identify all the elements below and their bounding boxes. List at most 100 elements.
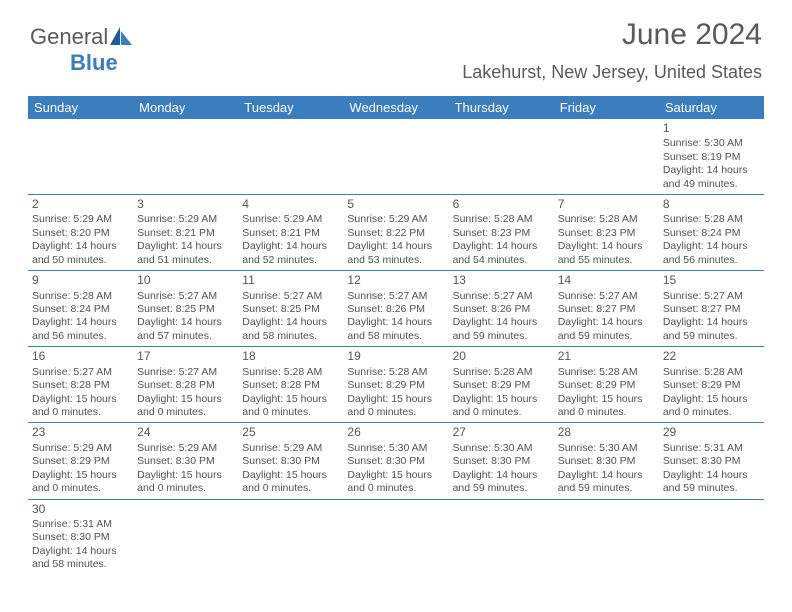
sunrise-text: Sunrise: 5:29 AM xyxy=(137,442,234,455)
sunset-text: Sunset: 8:30 PM xyxy=(242,455,339,468)
day-number: 12 xyxy=(347,273,444,288)
daylight-text: Daylight: 14 hours and 58 minutes. xyxy=(32,545,129,572)
calendar-cell: 13Sunrise: 5:27 AMSunset: 8:26 PMDayligh… xyxy=(449,271,554,347)
calendar-cell: 27Sunrise: 5:30 AMSunset: 8:30 PMDayligh… xyxy=(449,423,554,499)
daylight-text: Daylight: 14 hours and 58 minutes. xyxy=(347,316,444,343)
day-number: 6 xyxy=(453,197,550,212)
daylight-text: Daylight: 14 hours and 59 minutes. xyxy=(453,469,550,496)
day-number: 9 xyxy=(32,273,129,288)
calendar-cell: 18Sunrise: 5:28 AMSunset: 8:28 PMDayligh… xyxy=(238,347,343,423)
calendar-cell: 8Sunrise: 5:28 AMSunset: 8:24 PMDaylight… xyxy=(659,195,764,271)
day-number: 4 xyxy=(242,197,339,212)
sunrise-text: Sunrise: 5:28 AM xyxy=(347,366,444,379)
daylight-text: Daylight: 14 hours and 56 minutes. xyxy=(32,316,129,343)
sunset-text: Sunset: 8:30 PM xyxy=(32,531,129,544)
day-number: 22 xyxy=(663,349,760,364)
day-number: 21 xyxy=(558,349,655,364)
sunset-text: Sunset: 8:20 PM xyxy=(32,227,129,240)
sunrise-text: Sunrise: 5:29 AM xyxy=(242,442,339,455)
day-number: 28 xyxy=(558,425,655,440)
sunrise-text: Sunrise: 5:29 AM xyxy=(242,213,339,226)
sunrise-text: Sunrise: 5:29 AM xyxy=(137,213,234,226)
sunrise-text: Sunrise: 5:27 AM xyxy=(663,290,760,303)
daylight-text: Daylight: 14 hours and 59 minutes. xyxy=(453,316,550,343)
day-number: 25 xyxy=(242,425,339,440)
sunrise-text: Sunrise: 5:28 AM xyxy=(558,213,655,226)
daylight-text: Daylight: 14 hours and 53 minutes. xyxy=(347,240,444,267)
calendar-cell: 2Sunrise: 5:29 AMSunset: 8:20 PMDaylight… xyxy=(28,195,133,271)
header: General Blue June 2024 Lakehurst, New Je… xyxy=(0,0,792,96)
daylight-text: Daylight: 14 hours and 59 minutes. xyxy=(558,469,655,496)
weekday-header: Saturday xyxy=(659,96,764,119)
sunrise-text: Sunrise: 5:28 AM xyxy=(32,290,129,303)
calendar-cell: 20Sunrise: 5:28 AMSunset: 8:29 PMDayligh… xyxy=(449,347,554,423)
daylight-text: Daylight: 14 hours and 59 minutes. xyxy=(663,469,760,496)
day-number: 10 xyxy=(137,273,234,288)
calendar-cell: 24Sunrise: 5:29 AMSunset: 8:30 PMDayligh… xyxy=(133,423,238,499)
calendar-cell xyxy=(238,499,343,575)
daylight-text: Daylight: 15 hours and 0 minutes. xyxy=(32,393,129,420)
logo-text2: Blue xyxy=(70,50,118,75)
calendar-cell: 16Sunrise: 5:27 AMSunset: 8:28 PMDayligh… xyxy=(28,347,133,423)
day-number: 2 xyxy=(32,197,129,212)
calendar-cell xyxy=(449,119,554,195)
day-number: 30 xyxy=(32,502,129,517)
calendar-cell: 7Sunrise: 5:28 AMSunset: 8:23 PMDaylight… xyxy=(554,195,659,271)
calendar-body: 1Sunrise: 5:30 AMSunset: 8:19 PMDaylight… xyxy=(28,119,764,575)
calendar-cell: 11Sunrise: 5:27 AMSunset: 8:25 PMDayligh… xyxy=(238,271,343,347)
calendar-cell: 6Sunrise: 5:28 AMSunset: 8:23 PMDaylight… xyxy=(449,195,554,271)
daylight-text: Daylight: 14 hours and 54 minutes. xyxy=(453,240,550,267)
sunrise-text: Sunrise: 5:28 AM xyxy=(453,213,550,226)
daylight-text: Daylight: 15 hours and 0 minutes. xyxy=(137,469,234,496)
day-number: 5 xyxy=(347,197,444,212)
sunset-text: Sunset: 8:29 PM xyxy=(453,379,550,392)
weekday-header: Sunday xyxy=(28,96,133,119)
daylight-text: Daylight: 15 hours and 0 minutes. xyxy=(137,393,234,420)
daylight-text: Daylight: 14 hours and 49 minutes. xyxy=(663,164,760,191)
weekday-header: Tuesday xyxy=(238,96,343,119)
calendar-head: SundayMondayTuesdayWednesdayThursdayFrid… xyxy=(28,96,764,119)
sunrise-text: Sunrise: 5:29 AM xyxy=(347,213,444,226)
sunrise-text: Sunrise: 5:29 AM xyxy=(32,213,129,226)
day-number: 23 xyxy=(32,425,129,440)
day-number: 7 xyxy=(558,197,655,212)
daylight-text: Daylight: 15 hours and 0 minutes. xyxy=(242,393,339,420)
sunrise-text: Sunrise: 5:28 AM xyxy=(453,366,550,379)
sunset-text: Sunset: 8:22 PM xyxy=(347,227,444,240)
day-number: 26 xyxy=(347,425,444,440)
calendar-cell: 9Sunrise: 5:28 AMSunset: 8:24 PMDaylight… xyxy=(28,271,133,347)
sunrise-text: Sunrise: 5:27 AM xyxy=(558,290,655,303)
calendar-cell: 19Sunrise: 5:28 AMSunset: 8:29 PMDayligh… xyxy=(343,347,448,423)
page-title: June 2024 xyxy=(622,18,762,52)
calendar-cell xyxy=(343,119,448,195)
sunrise-text: Sunrise: 5:27 AM xyxy=(453,290,550,303)
calendar-cell xyxy=(343,499,448,575)
sunset-text: Sunset: 8:28 PM xyxy=(137,379,234,392)
daylight-text: Daylight: 14 hours and 52 minutes. xyxy=(242,240,339,267)
calendar-cell xyxy=(659,499,764,575)
daylight-text: Daylight: 14 hours and 57 minutes. xyxy=(137,316,234,343)
sunset-text: Sunset: 8:23 PM xyxy=(453,227,550,240)
sunset-text: Sunset: 8:30 PM xyxy=(347,455,444,468)
calendar-cell xyxy=(28,119,133,195)
calendar-cell: 30Sunrise: 5:31 AMSunset: 8:30 PMDayligh… xyxy=(28,499,133,575)
sunrise-text: Sunrise: 5:27 AM xyxy=(137,290,234,303)
sunset-text: Sunset: 8:24 PM xyxy=(663,227,760,240)
sunset-text: Sunset: 8:30 PM xyxy=(453,455,550,468)
sunrise-text: Sunrise: 5:31 AM xyxy=(663,442,760,455)
daylight-text: Daylight: 14 hours and 59 minutes. xyxy=(558,316,655,343)
weekday-header: Wednesday xyxy=(343,96,448,119)
day-number: 1 xyxy=(663,121,760,136)
sunset-text: Sunset: 8:30 PM xyxy=(137,455,234,468)
calendar-cell: 14Sunrise: 5:27 AMSunset: 8:27 PMDayligh… xyxy=(554,271,659,347)
day-number: 20 xyxy=(453,349,550,364)
sunset-text: Sunset: 8:25 PM xyxy=(242,303,339,316)
sunrise-text: Sunrise: 5:28 AM xyxy=(558,366,655,379)
sunset-text: Sunset: 8:21 PM xyxy=(242,227,339,240)
daylight-text: Daylight: 15 hours and 0 minutes. xyxy=(32,469,129,496)
sunrise-text: Sunrise: 5:30 AM xyxy=(558,442,655,455)
sunset-text: Sunset: 8:30 PM xyxy=(663,455,760,468)
calendar-cell: 22Sunrise: 5:28 AMSunset: 8:29 PMDayligh… xyxy=(659,347,764,423)
sunset-text: Sunset: 8:27 PM xyxy=(663,303,760,316)
sunset-text: Sunset: 8:28 PM xyxy=(242,379,339,392)
